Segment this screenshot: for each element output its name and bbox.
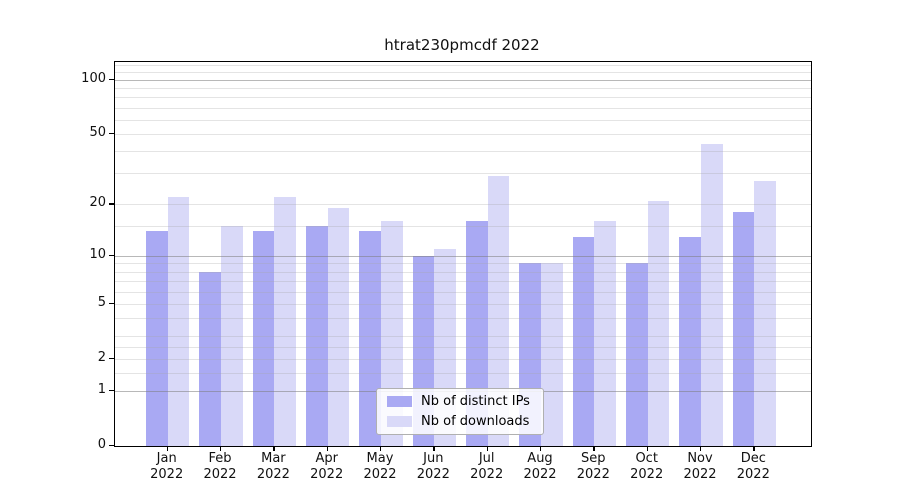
y-tick-100 (109, 78, 114, 80)
gridline-y-70 (115, 107, 811, 109)
x-tick-label: May 2022 (363, 451, 397, 482)
x-tick-may (380, 446, 382, 451)
x-tick-label: Oct 2022 (630, 451, 664, 482)
bar-downloads-jan (167, 197, 190, 446)
y-tick-20 (109, 203, 114, 205)
bar-downloads-jul (487, 175, 510, 446)
x-tick-jul (486, 446, 488, 451)
y-tick-1 (109, 390, 114, 392)
bar-downloads-sep (594, 221, 617, 446)
gridline-y-110 (115, 72, 811, 74)
y-tick-50 (109, 132, 114, 135)
bar-downloads-dec (754, 181, 777, 446)
y-tick-10 (109, 254, 114, 256)
legend-label: Nb of distinct IPs (421, 394, 530, 409)
legend-swatch-distinct-ips-icon (387, 396, 412, 407)
x-tick-label: Feb 2022 (203, 451, 237, 482)
x-tick-label: Jul 2022 (470, 451, 504, 482)
bar-ips-dec (732, 212, 755, 446)
bar-downloads-nov (701, 143, 723, 446)
x-tick-oct (646, 446, 648, 451)
bar-downloads-feb (221, 225, 243, 446)
x-tick-label: Jan 2022 (150, 451, 184, 482)
bar-downloads-oct (647, 200, 670, 446)
y-tick-label: 50 (89, 124, 106, 140)
legend: Nb of distinct IPs Nb of downloads (376, 388, 544, 435)
bar-ips-nov (679, 236, 701, 446)
bar-ips-mar (252, 231, 275, 446)
y-tick-label: 0 (97, 437, 106, 452)
gridline-y-120 (115, 65, 811, 67)
x-tick-label: Nov 2022 (683, 451, 717, 482)
gridline-y-90 (115, 87, 811, 89)
gridline-y-60 (115, 119, 811, 121)
y-tick-label: 10 (89, 246, 106, 262)
x-tick-jan (166, 446, 168, 451)
gridline-y-80 (115, 97, 811, 99)
x-tick-feb (220, 446, 222, 451)
bar-ips-jan (145, 231, 168, 446)
bar-ips-oct (625, 263, 648, 446)
y-tick-0 (109, 445, 114, 447)
x-tick-label: Aug 2022 (523, 451, 557, 482)
bar-ips-feb (199, 271, 221, 446)
x-tick-apr (326, 446, 328, 451)
x-tick-label: Sep 2022 (576, 451, 610, 482)
y-tick-label: 20 (89, 195, 106, 211)
x-tick-dec (753, 446, 755, 451)
x-tick-label: Mar 2022 (256, 451, 290, 482)
legend-item-downloads: Nb of downloads (387, 413, 537, 430)
bar-ips-sep (572, 236, 595, 446)
x-tick-mar (273, 446, 275, 451)
y-tick-2 (109, 357, 114, 360)
x-tick-sep (593, 446, 595, 451)
gridline-y-50 (115, 133, 811, 135)
y-tick-label: 2 (97, 349, 106, 365)
chart-title: htrat230pmcdf 2022 (384, 36, 540, 54)
y-tick-label: 5 (97, 294, 106, 310)
x-tick-label: Dec 2022 (736, 451, 770, 482)
x-tick-nov (700, 446, 702, 451)
bar-downloads-apr (327, 208, 350, 446)
legend-swatch-downloads-icon (387, 416, 412, 427)
x-tick-label: Apr 2022 (310, 451, 344, 482)
legend-label: Nb of downloads (421, 414, 530, 429)
bar-ips-apr (305, 225, 328, 446)
y-tick-label: 100 (81, 70, 106, 86)
gridline-y-100 (115, 79, 811, 81)
bar-downloads-mar (274, 197, 297, 446)
y-tick-label: 1 (97, 382, 106, 397)
x-tick-label: Jun 2022 (416, 451, 450, 482)
x-tick-aug (540, 446, 542, 451)
bar-downloads-aug (541, 263, 563, 446)
x-tick-jun (433, 446, 435, 451)
legend-item-distinct-ips: Nb of distinct IPs (387, 393, 537, 410)
y-tick-5 (109, 302, 114, 304)
